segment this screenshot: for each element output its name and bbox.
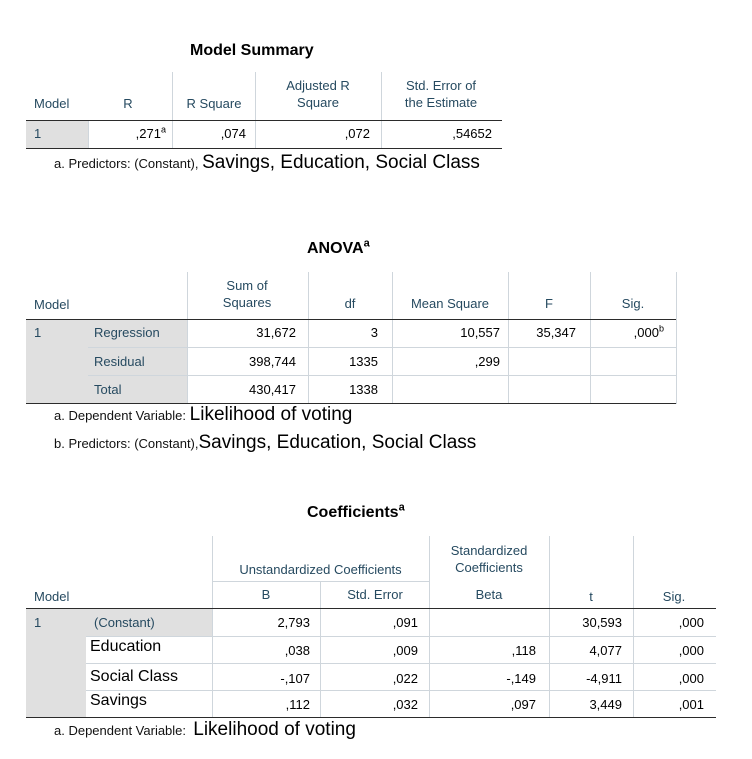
coef-cell-t: -4,911 <box>586 671 622 686</box>
coef-cell-sig: ,000 <box>678 615 704 630</box>
coef-header-standardized-line1: Standardized <box>450 543 528 558</box>
anova-cell-ss: 430,417 <box>249 382 296 397</box>
coef-cell-sig: ,000 <box>678 671 704 686</box>
anova-row-label: Total <box>94 382 122 397</box>
ms-cell-r-square: ,074 <box>220 126 246 141</box>
anova-row-label: Residual <box>94 354 145 369</box>
anova-title: ANOVAa <box>307 237 370 257</box>
anova-cell-ms: 10,557 <box>460 325 500 340</box>
anova-header-ss-line1: Sum of <box>226 278 268 293</box>
anova-footnote-b: b. Predictors: (Constant),Savings, Educa… <box>54 432 477 453</box>
coef-cell-std-error: ,009 <box>392 643 418 658</box>
coef-cell-t: 4,077 <box>589 643 622 658</box>
coef-cell-std-error: ,032 <box>392 697 418 712</box>
coef-header-b: B <box>261 587 271 602</box>
coef-cell-t: 30,593 <box>582 615 622 630</box>
coef-footnote: a. Dependent Variable: Likelihood of vot… <box>54 719 356 740</box>
ms-header-r: R <box>123 96 133 111</box>
anova-model-num: 1 <box>34 325 42 340</box>
anova-header-sig: Sig. <box>621 296 645 311</box>
anova-cell-df: 3 <box>370 325 378 340</box>
ms-header-stderr-line1: Std. Error of <box>405 78 477 93</box>
ms-row-model: 1 <box>34 126 42 141</box>
model-summary-title: Model Summary <box>190 42 314 59</box>
anova-cell-ms: ,299 <box>474 354 500 369</box>
coef-header-beta: Beta <box>475 587 503 602</box>
anova-header-mean-square: Mean Square <box>410 296 490 311</box>
coef-header-std-error: Std. Error <box>347 587 403 602</box>
coef-header-model: Model <box>34 589 70 604</box>
anova-footnote-a: a. Dependent Variable: Likelihood of vot… <box>54 404 353 425</box>
coef-model-num: 1 <box>34 615 42 630</box>
coef-header-sig: Sig. <box>662 589 686 604</box>
anova-header-df: df <box>344 296 356 311</box>
ms-header-r-square: R Square <box>186 96 242 111</box>
anova-header-f: F <box>545 296 553 311</box>
coef-header-standardized-line2: Coefficients <box>455 560 523 575</box>
ms-cell-adj-r-square: ,072 <box>344 126 370 141</box>
coef-cell-b: 2,793 <box>277 615 310 630</box>
coef-cell-b: ,038 <box>284 643 310 658</box>
coef-cell-std-error: ,091 <box>392 615 418 630</box>
coef-cell-beta: ,118 <box>511 643 536 658</box>
coef-cell-sig: ,000 <box>678 643 704 658</box>
coef-cell-beta: -,149 <box>506 671 536 686</box>
anova-header-ss-line2: Squares <box>222 295 272 310</box>
anova-cell-df: 1338 <box>349 382 378 397</box>
coef-row-label: Education <box>90 638 162 655</box>
coef-cell-std-error: ,022 <box>392 671 418 686</box>
anova-cell-sig: ,000b <box>633 323 664 340</box>
coef-row-label: Social Class <box>90 668 179 685</box>
ms-footnote: a. Predictors: (Constant), Savings, Educ… <box>54 152 480 173</box>
ms-cell-r: ,271a <box>135 124 166 141</box>
coef-row-label: (Constant) <box>94 615 155 630</box>
coef-row-label: Savings <box>90 692 147 709</box>
coef-cell-b: -,107 <box>280 671 310 686</box>
coef-cell-sig: ,001 <box>678 697 704 712</box>
anova-cell-ss: 398,744 <box>249 354 296 369</box>
anova-cell-f: 35,347 <box>536 325 576 340</box>
anova-cell-df: 1335 <box>349 354 378 369</box>
anova-header-model: Model <box>34 297 70 312</box>
ms-cell-std-error: ,54652 <box>452 126 492 141</box>
ms-header-adjusted-line1: Adjusted R <box>286 78 350 93</box>
coef-cell-b: ,112 <box>285 697 310 712</box>
ms-header-adjusted-line2: Square <box>297 95 339 110</box>
coef-header-t: t <box>589 589 593 604</box>
anova-cell-ss: 31,672 <box>256 325 296 340</box>
coefficients-title: Coefficientsa <box>307 501 405 521</box>
coef-cell-t: 3,449 <box>589 697 622 712</box>
anova-row-label: Regression <box>94 325 160 340</box>
coef-cell-beta: ,097 <box>510 697 536 712</box>
ms-header-stderr-line2: the Estimate <box>404 95 478 110</box>
ms-header-model: Model <box>34 96 70 111</box>
coef-header-unstandardized: Unstandardized Coefficients <box>239 562 402 577</box>
